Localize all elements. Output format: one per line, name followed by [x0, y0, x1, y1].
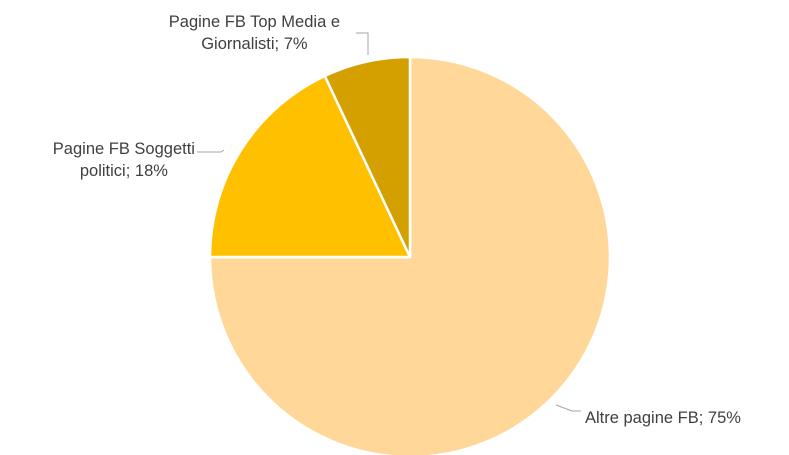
data-label-pagine-fb-top-media-e-giornalisti: Pagine FB Top Media e Giornalisti; 7% — [169, 13, 340, 53]
pie-slice-pagine-fb-top-media-e-giornalisti — [323, 55, 412, 259]
data-label-line: Pagine FB Top Media e — [169, 13, 340, 31]
leader-line-pagine-fb-soggetti-politici — [197, 149, 225, 153]
leader-line-altre-pagine-fb — [555, 404, 581, 412]
data-labels: Altre pagine FB; 75% Pagine FB Soggetti po… — [53, 13, 741, 427]
data-label-line: Pagine FB Soggetti — [53, 140, 195, 158]
leader-lines — [197, 32, 581, 412]
data-label-pagine-fb-soggetti-politici: Pagine FB Soggetti politici; 18% — [53, 140, 195, 180]
pie-slice-altre-pagine-fb — [208, 55, 612, 455]
data-label-line: Giornalisti; 7% — [201, 35, 308, 53]
data-label-altre-pagine-fb: Altre pagine FB; 75% — [585, 409, 741, 427]
pie-slice-pagine-fb-soggetti-politici — [208, 74, 412, 259]
data-label-line: Altre pagine FB; 75% — [585, 409, 741, 427]
leader-line-pagine-fb-top-media-e-giornalisti — [356, 32, 369, 55]
pie-slices — [208, 55, 612, 455]
data-label-line: politici; 18% — [80, 162, 168, 180]
